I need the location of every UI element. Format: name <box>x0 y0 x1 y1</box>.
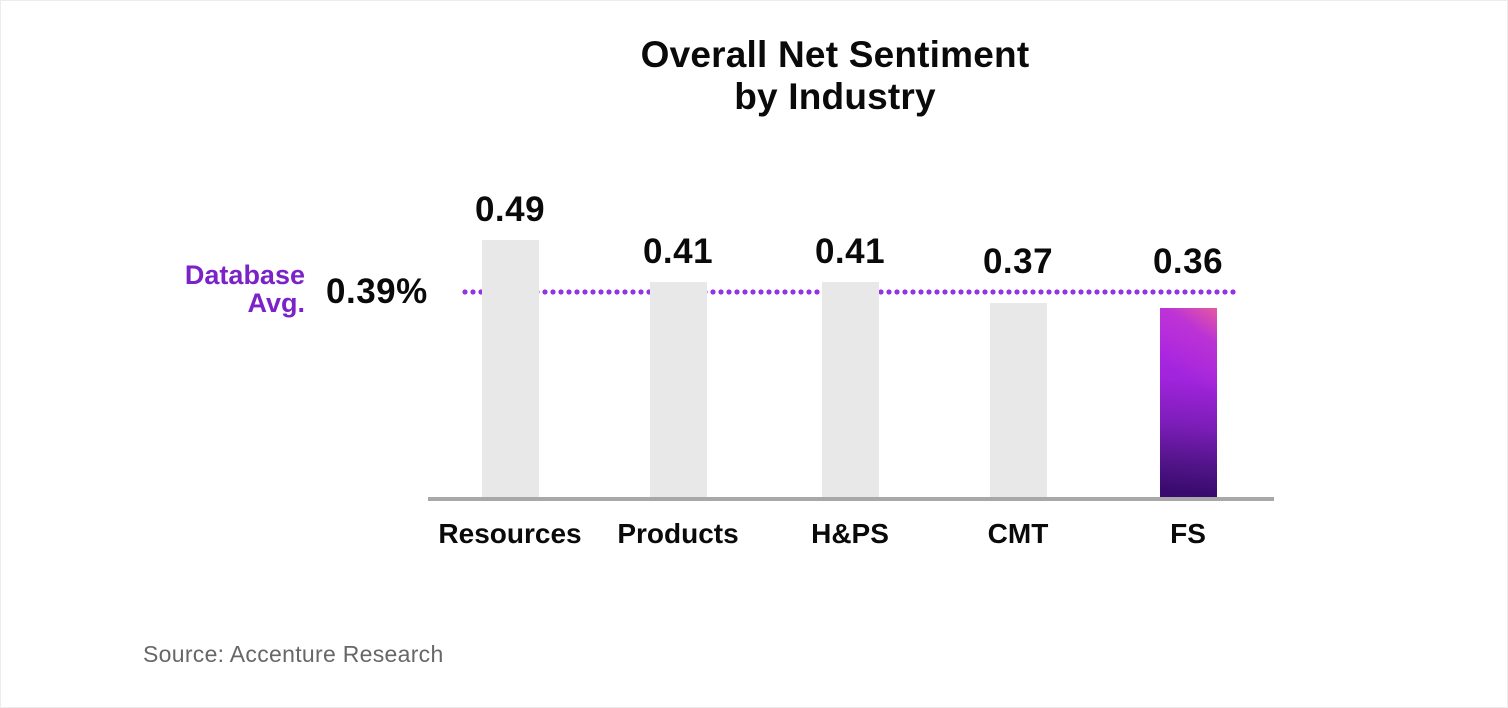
category-label-cmt: CMT <box>987 518 1049 549</box>
category-label-resources: Resources <box>438 518 582 549</box>
bar-products <box>649 282 707 497</box>
value-label-cmt: 0.37 <box>982 242 1054 281</box>
database-average-value: 0.39% <box>326 272 428 311</box>
value-label-resources: 0.49 <box>474 190 546 229</box>
category-label-products: Products <box>617 518 739 549</box>
database-average-label-line-1: Database <box>184 260 305 290</box>
value-label-products: 0.41 <box>642 232 714 271</box>
bar-fs <box>1159 308 1217 497</box>
category-label-fs: FS <box>1170 518 1206 549</box>
database-average-label-line-2: Avg. <box>247 288 305 318</box>
value-label-h-ps: 0.41 <box>814 232 886 271</box>
bar-h-ps <box>821 282 879 497</box>
source-note: Source: Accenture Research <box>143 641 444 667</box>
value-label-fs: 0.36 <box>1152 242 1224 281</box>
chart-title-line-1: Overall Net Sentiment <box>640 34 1030 75</box>
chart-title-line-2: by Industry <box>734 76 936 117</box>
x-axis-line <box>428 497 1274 501</box>
bar-cmt <box>989 303 1047 497</box>
chart-title: Overall Net Sentiment by Industry <box>380 34 1290 118</box>
database-average-label: Database Avg. <box>60 261 305 317</box>
bar-resources <box>481 240 539 497</box>
category-label-h-ps: H&PS <box>811 518 889 549</box>
